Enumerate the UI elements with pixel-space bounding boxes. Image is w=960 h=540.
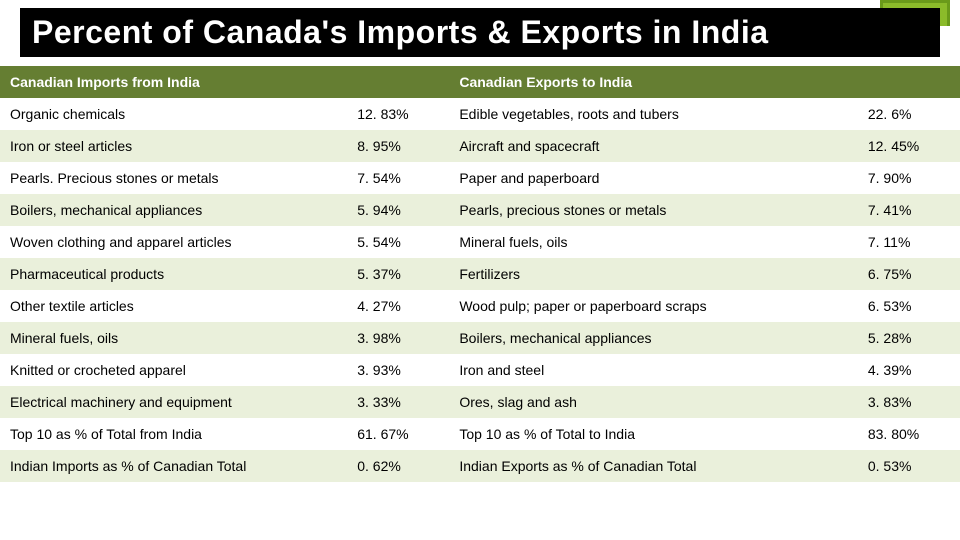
import-label-cell: Mineral fuels, oils — [0, 322, 347, 354]
export-value-cell: 6. 75% — [858, 258, 960, 290]
import-label-cell: Pearls. Precious stones or metals — [0, 162, 347, 194]
import-value-cell: 12. 83% — [347, 98, 449, 130]
export-label-cell: Top 10 as % of Total to India — [449, 418, 858, 450]
import-value-cell: 5. 94% — [347, 194, 449, 226]
table-row: Organic chemicals12. 83%Edible vegetable… — [0, 98, 960, 130]
export-label-cell: Edible vegetables, roots and tubers — [449, 98, 858, 130]
title-area: Percent of Canada's Imports & Exports in… — [0, 0, 960, 62]
import-label-cell: Top 10 as % of Total from India — [0, 418, 347, 450]
page-title: Percent of Canada's Imports & Exports in… — [20, 8, 940, 57]
import-value-cell: 0. 62% — [347, 450, 449, 482]
table-row: Iron or steel articles8. 95%Aircraft and… — [0, 130, 960, 162]
header-exports-value-blank — [858, 66, 960, 98]
export-value-cell: 5. 28% — [858, 322, 960, 354]
import-value-cell: 5. 54% — [347, 226, 449, 258]
export-value-cell: 6. 53% — [858, 290, 960, 322]
table-row: Electrical machinery and equipment3. 33%… — [0, 386, 960, 418]
import-value-cell: 61. 67% — [347, 418, 449, 450]
header-imports-value-blank — [347, 66, 449, 98]
import-value-cell: 3. 93% — [347, 354, 449, 386]
export-value-cell: 7. 90% — [858, 162, 960, 194]
import-value-cell: 7. 54% — [347, 162, 449, 194]
table-header-row: Canadian Imports from India Canadian Exp… — [0, 66, 960, 98]
table-row: Other textile articles4. 27%Wood pulp; p… — [0, 290, 960, 322]
table-row: Pharmaceutical products5. 37%Fertilizers… — [0, 258, 960, 290]
import-value-cell: 4. 27% — [347, 290, 449, 322]
table-row: Boilers, mechanical appliances5. 94%Pear… — [0, 194, 960, 226]
table-row: Pearls. Precious stones or metals7. 54%P… — [0, 162, 960, 194]
table-row: Knitted or crocheted apparel3. 93%Iron a… — [0, 354, 960, 386]
import-label-cell: Pharmaceutical products — [0, 258, 347, 290]
import-value-cell: 8. 95% — [347, 130, 449, 162]
export-value-cell: 3. 83% — [858, 386, 960, 418]
table-row: Mineral fuels, oils3. 98%Boilers, mechan… — [0, 322, 960, 354]
export-label-cell: Boilers, mechanical appliances — [449, 322, 858, 354]
export-label-cell: Pearls, precious stones or metals — [449, 194, 858, 226]
trade-table: Canadian Imports from India Canadian Exp… — [0, 66, 960, 482]
import-value-cell: 3. 98% — [347, 322, 449, 354]
header-imports: Canadian Imports from India — [0, 66, 347, 98]
import-label-cell: Electrical machinery and equipment — [0, 386, 347, 418]
table-row: Top 10 as % of Total from India61. 67%To… — [0, 418, 960, 450]
export-value-cell: 7. 11% — [858, 226, 960, 258]
export-value-cell: 0. 53% — [858, 450, 960, 482]
header-exports: Canadian Exports to India — [449, 66, 858, 98]
import-label-cell: Woven clothing and apparel articles — [0, 226, 347, 258]
table-body: Organic chemicals12. 83%Edible vegetable… — [0, 98, 960, 482]
export-label-cell: Wood pulp; paper or paperboard scraps — [449, 290, 858, 322]
import-label-cell: Knitted or crocheted apparel — [0, 354, 347, 386]
export-value-cell: 12. 45% — [858, 130, 960, 162]
import-label-cell: Other textile articles — [0, 290, 347, 322]
export-label-cell: Ores, slag and ash — [449, 386, 858, 418]
export-label-cell: Paper and paperboard — [449, 162, 858, 194]
table-row: Indian Imports as % of Canadian Total0. … — [0, 450, 960, 482]
import-label-cell: Indian Imports as % of Canadian Total — [0, 450, 347, 482]
export-value-cell: 4. 39% — [858, 354, 960, 386]
export-value-cell: 22. 6% — [858, 98, 960, 130]
export-value-cell: 83. 80% — [858, 418, 960, 450]
import-label-cell: Organic chemicals — [0, 98, 347, 130]
export-label-cell: Aircraft and spacecraft — [449, 130, 858, 162]
export-label-cell: Indian Exports as % of Canadian Total — [449, 450, 858, 482]
export-label-cell: Mineral fuels, oils — [449, 226, 858, 258]
export-label-cell: Iron and steel — [449, 354, 858, 386]
import-label-cell: Iron or steel articles — [0, 130, 347, 162]
import-value-cell: 3. 33% — [347, 386, 449, 418]
table-row: Woven clothing and apparel articles5. 54… — [0, 226, 960, 258]
import-value-cell: 5. 37% — [347, 258, 449, 290]
export-label-cell: Fertilizers — [449, 258, 858, 290]
import-label-cell: Boilers, mechanical appliances — [0, 194, 347, 226]
export-value-cell: 7. 41% — [858, 194, 960, 226]
